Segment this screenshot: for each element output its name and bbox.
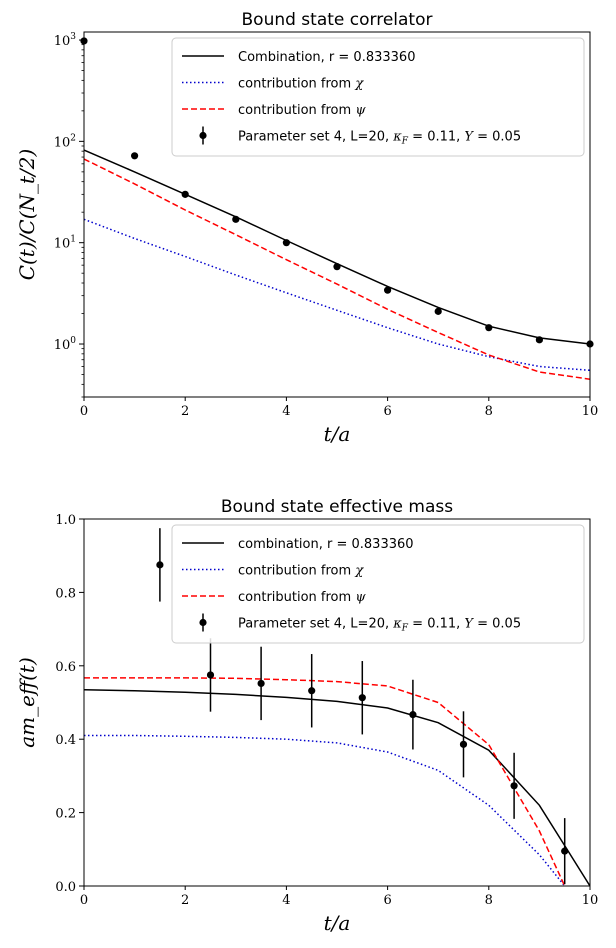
x-tick-label: 0	[80, 404, 88, 419]
data-point-2	[257, 679, 265, 688]
x-axis-label: t/a	[324, 422, 351, 446]
x-tick-label: 4	[282, 893, 290, 908]
data-point-3	[308, 687, 316, 695]
x-tick-label: 10	[582, 404, 599, 419]
data-point-5	[409, 711, 417, 719]
data-point-6	[459, 740, 468, 748]
x-axis-label: t/a	[324, 911, 351, 935]
axes-frame	[83, 518, 591, 887]
data-point-0	[156, 561, 164, 569]
x-tick-label: 8	[485, 404, 493, 419]
y-tick-label: 100	[54, 336, 77, 353]
legend-entry-0: combination, r = 0.833360	[238, 537, 414, 552]
x-tick-label: 4	[282, 404, 290, 419]
y-tick-label: 0.8	[55, 586, 76, 601]
legend-entry-0: Combination, r = 0.833360	[238, 50, 415, 65]
legend-entry-1: contribution from χ	[238, 564, 364, 579]
series-line-2	[84, 158, 590, 380]
legend-entry-3: Parameter set 4, L=20, κF = 0.11, Y = 0.…	[238, 617, 521, 634]
data-point-3	[232, 215, 240, 223]
legend-box	[171, 524, 585, 644]
legend-entry-2: contribution from ψ	[238, 590, 366, 605]
legend: combination, r = 0.833360 contribution fr…	[171, 524, 585, 644]
y-tick-label: 101	[54, 235, 76, 252]
data-point-6	[384, 286, 392, 294]
series-line-1	[84, 734, 566, 886]
y-tick-label: 0.4	[55, 733, 76, 748]
y-tick-label: 0.6	[55, 660, 76, 675]
x-tick-label: 8	[485, 893, 493, 908]
data-point-7	[510, 782, 518, 790]
y-tick-label: 0.2	[55, 807, 76, 822]
axes-frame	[83, 31, 591, 398]
y-tick-label: 102	[54, 133, 76, 150]
data-point-2	[181, 190, 189, 198]
x-tick-label: 2	[181, 404, 189, 419]
data-point-9	[535, 336, 544, 344]
y-axis-label: am_eff(t)	[15, 657, 39, 748]
series-line-1	[84, 218, 590, 372]
correlator-panel: Bound state correlator 0 2 4 6 8 10 100 101 102 10…	[15, 10, 598, 446]
y-tick-label: 1.0	[55, 513, 76, 528]
legend-entry-3: Parameter set 4, L=20, κF = 0.11, Y = 0.…	[238, 130, 521, 147]
legend-entry-1: contribution from χ	[238, 77, 364, 92]
y-tick-label: 0.0	[55, 880, 76, 895]
legend: Combination, r = 0.833360 contribution fr…	[171, 37, 585, 157]
data-point-7	[434, 307, 442, 315]
data-point-5	[333, 263, 341, 271]
data-point-8	[561, 847, 569, 855]
data-point-4	[358, 694, 366, 702]
x-tick-label: 2	[181, 893, 189, 908]
x-tick-label: 6	[383, 404, 391, 419]
chart-title: Bound state correlator	[242, 10, 433, 30]
x-tick-label: 6	[383, 893, 391, 908]
legend-entry-2: contribution from ψ	[238, 103, 366, 118]
x-tick-label: 10	[582, 893, 599, 908]
x-tick-label: 0	[80, 893, 88, 908]
data-point-1	[206, 671, 215, 679]
effective-mass-panel: Bound state effective mass 0 2 4 6 8 10 0.0 0.2 0…	[15, 497, 598, 935]
legend-handle-marker	[199, 131, 207, 140]
legend-handle-marker	[199, 618, 207, 627]
legend-box	[171, 37, 585, 157]
data-point-1	[131, 152, 139, 160]
series-line-2	[84, 677, 566, 886]
chart-title: Bound state effective mass	[221, 497, 453, 517]
y-tick-label: 103	[54, 32, 77, 49]
y-axis-label: C(t)/C(N_t/2)	[15, 149, 39, 281]
data-point-8	[485, 324, 493, 332]
data-point-4	[282, 239, 290, 247]
